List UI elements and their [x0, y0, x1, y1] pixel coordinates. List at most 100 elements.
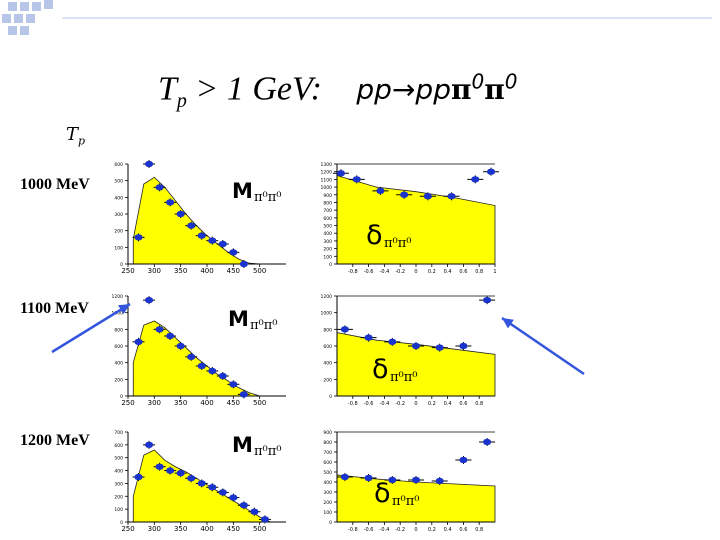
data-point: [487, 168, 496, 175]
data-point: [447, 193, 456, 200]
y-tick-label: 800: [323, 440, 332, 446]
panel-label: δ: [372, 354, 389, 385]
y-tick-label: 1200: [321, 170, 333, 176]
x-tick-label: 0: [414, 401, 417, 407]
y-tick-label: 500: [323, 224, 332, 230]
x-tick-label: 400: [200, 399, 213, 407]
x-tick-label: -0.2: [395, 269, 405, 275]
y-tick-label: 0: [329, 262, 332, 268]
y-tick-label: 700: [323, 208, 332, 214]
y-tick-label: 500: [114, 179, 123, 185]
y-tick-label: 600: [114, 344, 123, 350]
y-tick-label: 1300: [321, 162, 333, 168]
x-tick-label: -0.8: [348, 401, 358, 407]
arrow-left-head: [118, 304, 130, 315]
y-tick-label: 200: [323, 500, 332, 506]
y-tick-label: 900: [323, 193, 332, 199]
x-tick-label: 400: [200, 525, 213, 533]
data-point: [145, 441, 154, 448]
y-tick-label: 400: [114, 469, 123, 475]
data-point: [423, 193, 432, 200]
y-tick-label: 1000: [112, 311, 124, 317]
y-tick-label: 600: [323, 344, 332, 350]
data-point: [208, 237, 217, 244]
y-tick-label: 800: [323, 327, 332, 333]
panel-label: δ: [366, 220, 383, 251]
title-reaction: pp→ppπ0π0: [356, 70, 518, 107]
data-point: [336, 170, 345, 177]
data-point: [134, 234, 143, 241]
panel-label-sub: π⁰π⁰: [250, 318, 278, 333]
y-tick-label: 1100: [321, 177, 333, 183]
data-point: [340, 326, 349, 333]
data-point: [197, 480, 206, 487]
x-tick-label: -0.4: [380, 527, 390, 533]
arrow-right-head: [502, 318, 514, 329]
y-tick-label: 800: [323, 200, 332, 206]
panel-label: M: [232, 179, 253, 203]
data-point: [218, 241, 227, 247]
data-point: [208, 484, 217, 491]
y-tick-label: 400: [114, 195, 123, 201]
title-pi-2: π: [484, 73, 505, 107]
data-point: [155, 326, 164, 333]
data-point: [459, 343, 468, 349]
corner-square: [8, 26, 17, 35]
panel-label: M: [228, 307, 249, 331]
panel-label-sub: π⁰π⁰: [254, 190, 282, 205]
y-tick-label: 100: [323, 254, 332, 260]
data-point: [197, 232, 206, 239]
x-tick-label: 300: [148, 267, 161, 275]
corner-square: [44, 0, 53, 9]
panel-M-1000: 250 300 350 400 450 500 0 100 200 300 400 500 600 M π⁰…: [114, 160, 286, 275]
x-tick-label: 0.4: [444, 401, 452, 407]
corner-square: [2, 14, 11, 23]
x-tick-label: 500: [253, 399, 266, 407]
title-zero-2: 0: [504, 70, 518, 94]
arrow-left: [51, 302, 131, 354]
data-point: [435, 344, 444, 351]
panel-label-sub: π⁰π⁰: [392, 494, 420, 509]
data-point: [218, 489, 227, 496]
simulation-fill: [336, 332, 496, 397]
x-tick-label: 350: [174, 399, 187, 407]
tp-axis-label: Tp: [66, 124, 85, 148]
data-point: [471, 176, 480, 183]
simulation-fill: [132, 320, 260, 397]
x-tick-label: 250: [121, 525, 134, 533]
y-tick-label: 600: [323, 460, 332, 466]
y-tick-label: 0: [120, 394, 123, 400]
y-tick-label: 100: [323, 510, 332, 516]
corner-square: [32, 2, 41, 11]
x-tick-label: 0: [414, 527, 417, 533]
y-tick-label: 1200: [112, 294, 124, 300]
data-point: [134, 338, 143, 345]
y-tick-label: 500: [323, 470, 332, 476]
data-point: [250, 508, 259, 515]
data-point: [483, 297, 492, 304]
y-tick-label: 200: [323, 247, 332, 253]
data-point: [218, 373, 227, 379]
y-tick-label: 100: [114, 245, 123, 251]
data-point: [155, 463, 164, 470]
y-tick-label: 200: [323, 377, 332, 383]
panel-label: δ: [374, 478, 391, 509]
y-tick-label: 300: [323, 239, 332, 245]
x-tick-label: -0.2: [395, 401, 405, 407]
x-tick-label: -0.4: [380, 269, 390, 275]
tp-axis-main: T: [66, 124, 79, 145]
x-tick-label: 250: [121, 267, 134, 275]
y-tick-label: 0: [120, 520, 123, 526]
y-tick-label: 300: [114, 481, 123, 487]
data-point: [435, 478, 444, 484]
y-tick-label: 1000: [321, 311, 333, 317]
y-tick-label: 200: [114, 229, 123, 235]
data-point: [145, 297, 154, 304]
x-tick-label: 0.2: [428, 401, 436, 407]
y-tick-label: 0: [120, 262, 123, 268]
data-point: [376, 187, 385, 194]
row-label-1100: 1100 MeV: [20, 300, 89, 317]
x-tick-label: -0.6: [364, 401, 374, 407]
